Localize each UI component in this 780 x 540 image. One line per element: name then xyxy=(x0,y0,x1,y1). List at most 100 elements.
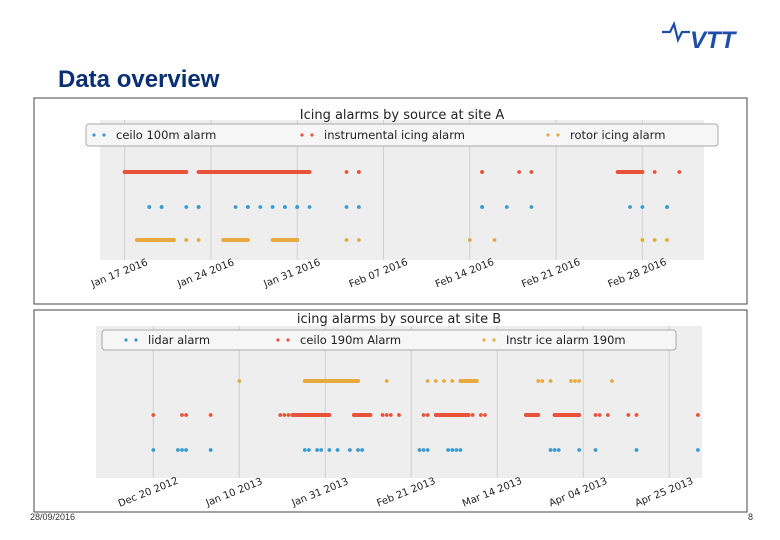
alarm-point xyxy=(356,170,361,174)
alarm-point xyxy=(425,448,430,452)
alarm-point xyxy=(184,205,189,209)
alarm-point xyxy=(556,448,561,452)
alarm-point xyxy=(454,448,459,452)
alarm-point xyxy=(282,413,287,417)
alarm-point xyxy=(270,205,275,209)
alarm-point xyxy=(344,170,349,174)
alarm-point xyxy=(634,448,639,452)
footer-date: 28/09/2016 xyxy=(30,512,76,522)
legend-marker xyxy=(482,338,486,342)
alarm-point xyxy=(246,205,250,209)
alarm-point xyxy=(356,238,361,242)
legend-marker xyxy=(102,133,106,137)
alarm-point xyxy=(397,413,401,417)
chart-b-plot-area xyxy=(96,326,702,478)
legend-marker xyxy=(286,338,290,342)
alarm-point xyxy=(335,448,340,452)
alarm-point xyxy=(151,413,156,417)
alarm-point xyxy=(552,448,557,452)
legend-label: ceilo 190m Alarm xyxy=(300,333,401,347)
alarm-point xyxy=(360,448,365,452)
legend-marker xyxy=(92,133,96,137)
alarm-point xyxy=(640,205,645,209)
alarm-point xyxy=(480,205,485,209)
alarm-point xyxy=(315,448,320,452)
alarm-point xyxy=(696,448,700,452)
alarm-point xyxy=(175,448,180,452)
alarm-point xyxy=(208,448,213,452)
alarm-point xyxy=(347,448,352,452)
alarm-point xyxy=(577,379,582,383)
alarm-point xyxy=(548,448,553,452)
alarm-point xyxy=(605,413,610,417)
alarm-point xyxy=(233,205,238,209)
alarm-point xyxy=(159,205,164,209)
alarm-point xyxy=(286,413,291,417)
alarm-point xyxy=(237,379,242,383)
chart-a-legend: ceilo 100m alarm instrumental icing alarm… xyxy=(92,128,665,142)
alarm-point xyxy=(610,379,614,383)
alarm-point xyxy=(295,205,300,209)
chart-b-title: icing alarms by source at site B xyxy=(297,312,501,327)
legend-marker xyxy=(300,133,304,137)
legend-label: instrumental icing alarm xyxy=(324,128,465,142)
alarm-point xyxy=(593,448,598,452)
alarm-point xyxy=(450,448,455,452)
chart-b-legend: lidar alarm ceilo 190m Alarm Instr ice ala… xyxy=(124,333,626,347)
alarm-point xyxy=(442,379,446,383)
alarm-point xyxy=(196,238,201,242)
alarm-point xyxy=(529,170,534,174)
alarm-point xyxy=(417,448,422,452)
alarm-point xyxy=(573,379,577,383)
alarm-point xyxy=(196,205,201,209)
alarm-point xyxy=(696,413,700,417)
alarm-point xyxy=(278,413,283,417)
alarm-point xyxy=(356,205,361,209)
alarm-point xyxy=(517,170,522,174)
legend-marker xyxy=(124,338,128,342)
alarm-point xyxy=(384,379,389,383)
legend-label: rotor icing alarm xyxy=(570,128,665,142)
alarm-point xyxy=(652,238,657,242)
alarm-point xyxy=(356,448,360,452)
chart-a-title: Icing alarms by source at site A xyxy=(300,108,505,123)
alarm-point xyxy=(344,205,349,209)
legend-marker xyxy=(546,133,550,137)
alarm-point xyxy=(208,413,213,417)
alarm-point xyxy=(425,413,430,417)
legend-marker xyxy=(276,338,280,342)
logo-text: VTT xyxy=(690,27,738,54)
alarm-point xyxy=(421,413,426,417)
alarm-point xyxy=(597,413,602,417)
legend-marker xyxy=(310,133,314,137)
legend-marker xyxy=(134,338,138,342)
alarm-point xyxy=(628,205,632,209)
logo-pulse-icon xyxy=(662,20,690,44)
alarm-point xyxy=(540,379,545,383)
alarm-point xyxy=(433,379,438,383)
alarm-point xyxy=(180,413,184,417)
alarm-point xyxy=(151,448,156,452)
alarm-point xyxy=(467,238,472,242)
legend-marker xyxy=(492,338,496,342)
alarm-point xyxy=(626,413,631,417)
legend-label: lidar alarm xyxy=(148,333,210,347)
chart-b-legend-box xyxy=(101,329,677,351)
vtt-logo: VTT xyxy=(662,20,738,54)
alarm-point xyxy=(344,238,349,242)
alarm-point xyxy=(184,238,189,242)
alarm-point xyxy=(184,413,188,417)
alarm-point xyxy=(483,413,487,417)
alarm-point xyxy=(665,205,669,209)
alarm-point xyxy=(450,379,455,383)
alarm-point xyxy=(302,448,307,452)
alarm-point xyxy=(652,170,657,174)
alarm-point xyxy=(327,448,332,452)
page-number: 8 xyxy=(748,512,754,522)
alarm-point xyxy=(504,205,509,209)
alarm-point xyxy=(536,379,541,383)
alarm-point xyxy=(282,205,287,209)
alarm-point xyxy=(384,413,389,417)
alarm-point xyxy=(480,170,485,174)
